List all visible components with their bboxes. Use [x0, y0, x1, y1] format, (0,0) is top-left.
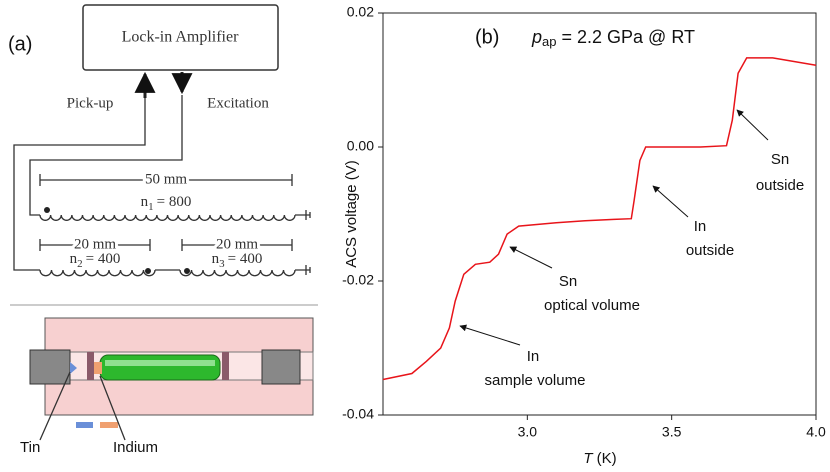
annotation: In	[694, 218, 707, 235]
polarity-dot	[44, 207, 50, 213]
panel-label: (a)	[8, 33, 32, 55]
annotation: outside	[756, 177, 804, 194]
dimension-label: 20 mm	[216, 236, 258, 252]
pickup-wire	[13, 98, 146, 271]
amplifier-label: Lock-in Amplifier	[122, 29, 240, 46]
y-tick-label: 0.02	[347, 4, 374, 20]
excitation-wire	[29, 95, 183, 216]
annotation: outside	[686, 242, 734, 259]
x-tick-label: 3.0	[518, 424, 538, 440]
polarity-dot	[145, 268, 151, 274]
coil-label: n1 = 800	[141, 194, 192, 212]
annotation: Sn	[771, 151, 789, 168]
indium-legend	[100, 422, 118, 428]
y-tick-label: 0.00	[347, 138, 374, 154]
y-tick-label: -0.04	[342, 406, 374, 422]
piston	[29, 349, 71, 385]
annotation: Sn	[559, 273, 577, 290]
x-tick-label: 4.0	[806, 424, 826, 440]
coil	[39, 214, 296, 221]
annotation: optical volume	[544, 297, 640, 314]
tin-piece	[70, 362, 77, 374]
dimension-lines	[39, 239, 293, 251]
indium-label: Indium	[113, 439, 158, 456]
seal	[222, 352, 229, 380]
annotation-arrow	[509, 246, 553, 269]
tin-legend	[76, 422, 93, 428]
coil-label: n2 = 400	[70, 251, 121, 269]
indium-piece	[94, 362, 102, 374]
polarity-dot	[184, 268, 190, 274]
y-axis-label: ACS voltage (V)	[343, 160, 360, 268]
plot-frame	[382, 12, 817, 416]
annotation-arrow	[736, 109, 769, 141]
y-tick-label: -0.02	[342, 272, 374, 288]
dimension-line	[39, 174, 293, 186]
chart-title: pap = 2.2 GPa @ RT	[531, 27, 695, 50]
data-line	[382, 57, 817, 381]
wires	[155, 210, 311, 275]
annotation: sample volume	[485, 372, 586, 389]
dimension-label: 50 mm	[145, 171, 187, 187]
pointer-lines	[39, 371, 126, 441]
coil	[179, 269, 296, 277]
dimension-label: 20 mm	[74, 236, 116, 252]
x-tick-label: 3.5	[662, 424, 682, 440]
highlight	[105, 360, 215, 366]
excitation-label: Excitation	[207, 95, 269, 111]
seal	[87, 352, 94, 380]
panel-a: (a) Lock-in Amplifier Pick-up Excitation…	[8, 4, 318, 456]
annotation-arrow	[652, 185, 689, 218]
coil	[39, 269, 156, 277]
x-axis-label: T (K)	[583, 450, 616, 467]
piston	[261, 349, 301, 385]
pickup-label: Pick-up	[67, 95, 114, 111]
sample-cylinder	[99, 354, 221, 381]
panel-label: (b)	[475, 26, 499, 48]
coil-label: n3 = 400	[212, 251, 263, 269]
amplifier-box	[82, 4, 279, 71]
tin-label: Tin	[20, 439, 40, 456]
annotation: In	[527, 348, 540, 365]
annotation-arrow	[459, 324, 521, 346]
